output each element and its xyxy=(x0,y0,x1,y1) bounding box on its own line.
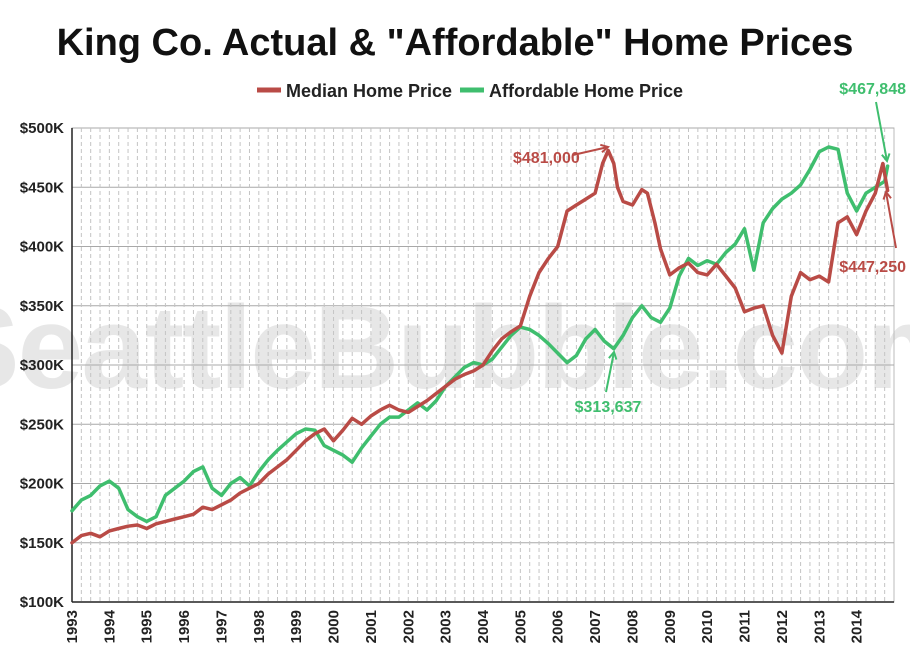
annotation-arrow xyxy=(572,146,609,156)
x-tick-label: 2014 xyxy=(849,609,866,643)
y-tick-label: $400K xyxy=(20,239,64,256)
x-tick-label: 2004 xyxy=(475,609,492,643)
y-tick-label: $450K xyxy=(20,179,64,196)
x-tick-label: 2009 xyxy=(662,610,679,643)
x-tick-label: 1996 xyxy=(176,610,193,643)
y-tick-label: $350K xyxy=(20,298,64,315)
x-tick-label: 2010 xyxy=(699,610,716,643)
legend-item: Affordable Home Price xyxy=(460,81,683,101)
x-tick-label: 2002 xyxy=(400,610,417,643)
x-tick-label: 2007 xyxy=(587,610,604,643)
x-tick-label: 2006 xyxy=(550,610,567,643)
legend-label: Median Home Price xyxy=(286,81,452,101)
y-tick-label: $100K xyxy=(20,594,64,611)
y-tick-label: $150K xyxy=(20,535,64,552)
annotation-arrow xyxy=(605,351,615,393)
y-tick-label: $500K xyxy=(20,120,64,137)
y-tick-label: $200K xyxy=(20,476,64,493)
y-tick-label: $300K xyxy=(20,357,64,374)
annotation-label: $467,848 xyxy=(839,81,906,98)
annotation-arrowhead xyxy=(600,143,611,154)
x-tick-label: 1998 xyxy=(251,610,268,643)
legend-label: Affordable Home Price xyxy=(489,81,683,101)
annotation-arrow xyxy=(885,191,897,249)
annotation-arrowhead xyxy=(608,349,618,360)
annotation: $467,848 xyxy=(839,81,906,164)
x-tick-label: 1995 xyxy=(139,610,156,643)
annotation-arrowhead xyxy=(882,189,892,200)
annotation: $481,000 xyxy=(513,143,611,167)
x-tick-label: 2000 xyxy=(326,610,343,643)
annotation-arrowhead xyxy=(881,153,891,164)
annotation-label: $447,250 xyxy=(839,259,906,276)
x-tick-label: 2003 xyxy=(438,610,455,643)
legend: Median Home Price Affordable Home Price xyxy=(257,81,683,101)
axes: $100K $150K $200K $250K $300K $350K $400K $450K… xyxy=(20,120,894,643)
annotation-label: $313,637 xyxy=(575,399,642,416)
x-tick-label: 1999 xyxy=(288,610,305,643)
annotation: $447,250 xyxy=(839,189,906,276)
annotation-label: $481,000 xyxy=(513,150,580,167)
x-tick-label: 2012 xyxy=(774,610,791,643)
x-tick-label: 2008 xyxy=(624,610,641,643)
annotations: $481,000 $313,637 $467,848 $447,250 xyxy=(513,81,906,416)
y-tick-label: $250K xyxy=(20,416,64,433)
x-tick-label: 2011 xyxy=(737,610,754,643)
series-line xyxy=(70,148,890,545)
annotation-arrow xyxy=(875,101,888,162)
x-tick-label: 1997 xyxy=(213,610,230,643)
legend-item: Median Home Price xyxy=(257,81,452,101)
x-tick-label: 2001 xyxy=(363,610,380,643)
annotation: $313,637 xyxy=(575,349,642,416)
series-lines xyxy=(70,145,890,545)
x-tick-label: 1993 xyxy=(64,610,81,643)
x-tick-label: 2005 xyxy=(512,610,529,643)
x-tick-label: 2013 xyxy=(811,610,828,643)
x-tick-label: 1994 xyxy=(101,609,118,643)
chart-title: King Co. Actual & "Affordable" Home Pric… xyxy=(57,22,854,64)
